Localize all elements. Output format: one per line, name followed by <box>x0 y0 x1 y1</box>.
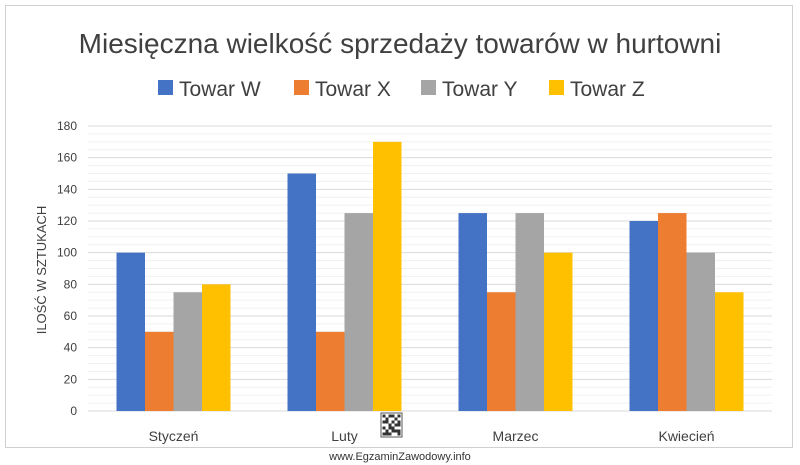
y-tick-label: 180 <box>57 119 77 133</box>
y-axis-ticks: 0 20 40 60 80 100 120 140 160 180 <box>57 119 77 418</box>
qr-cell <box>394 429 398 433</box>
y-tick-label: 80 <box>64 277 78 291</box>
bar-chart: Miesięczna wielkość sprzedaży towarów w … <box>34 28 772 444</box>
legend-label: Towar Y <box>442 78 517 101</box>
bar-towar-w-0 <box>116 252 145 411</box>
legend-label: Towar W <box>179 78 261 101</box>
y-tick-label: 160 <box>57 151 77 165</box>
bar-towar-z-2 <box>544 252 573 411</box>
y-tick-label: 20 <box>64 372 78 386</box>
chart-legend: Towar W Towar X Towar Y Towar Z <box>158 78 645 101</box>
qr-cell <box>397 432 401 436</box>
x-tick-label: Luty <box>331 428 357 444</box>
bars <box>116 141 744 412</box>
bar-towar-w-2 <box>458 213 487 411</box>
qr-cell <box>385 417 389 421</box>
y-tick-label: 100 <box>57 246 77 260</box>
qr-cell <box>391 414 395 418</box>
qr-cell <box>394 417 398 421</box>
bar-towar-x-1 <box>316 331 345 411</box>
qr-cell <box>385 420 389 424</box>
chart-title: Miesięczna wielkość sprzedaży towarów w … <box>79 28 722 59</box>
bar-towar-y-2 <box>515 213 544 411</box>
x-axis-ticks: Styczeń Luty Marzec Kwiecień <box>149 428 715 444</box>
bar-towar-y-1 <box>344 213 373 411</box>
qr-cell <box>388 414 392 418</box>
bar-towar-x-2 <box>487 292 516 411</box>
qr-code-icon <box>380 412 403 438</box>
y-tick-label: 0 <box>70 404 77 418</box>
bar-towar-z-3 <box>715 292 744 411</box>
bar-towar-x-0 <box>145 331 174 411</box>
qr-cell <box>394 423 398 427</box>
bar-towar-z-1 <box>373 141 402 412</box>
watermark: www.EgzaminZawodowy.info <box>329 451 471 463</box>
qr-cell <box>388 432 392 436</box>
qr-cell <box>382 420 386 424</box>
bar-towar-w-3 <box>629 221 658 411</box>
qr-cell <box>397 423 401 427</box>
legend-swatch <box>158 80 173 95</box>
qr-cell <box>385 429 389 433</box>
legend-swatch <box>421 80 436 95</box>
x-tick-label: Marzec <box>493 428 539 444</box>
qr-cell <box>388 426 392 430</box>
y-tick-label: 40 <box>64 341 78 355</box>
qr-cell <box>391 426 395 430</box>
x-tick-label: Kwiecień <box>658 428 714 444</box>
qr-cell <box>397 420 401 424</box>
bar-towar-x-3 <box>658 213 687 411</box>
y-tick-label: 60 <box>64 309 78 323</box>
y-axis-label: ILOŚĆ W SZTUKACH <box>34 206 49 335</box>
y-tick-label: 140 <box>57 182 77 196</box>
bar-towar-z-0 <box>202 284 231 411</box>
y-tick-label: 120 <box>57 214 77 228</box>
qr-cell <box>388 423 392 427</box>
legend-label: Towar X <box>315 78 391 101</box>
legend-swatch <box>294 80 309 95</box>
x-tick-label: Styczeń <box>149 428 199 444</box>
legend-swatch <box>549 80 564 95</box>
qr-cell <box>391 420 395 424</box>
qr-cell <box>391 429 395 433</box>
bar-towar-y-0 <box>173 292 202 411</box>
qr-cell <box>382 414 386 418</box>
qr-cell <box>397 429 401 433</box>
qr-cell <box>382 426 386 430</box>
bar-towar-w-1 <box>287 173 316 411</box>
qr-cell <box>382 432 386 436</box>
bar-towar-y-3 <box>686 252 715 411</box>
qr-cell <box>397 414 401 418</box>
qr-cell <box>385 432 389 436</box>
legend-label: Towar Z <box>570 78 645 101</box>
